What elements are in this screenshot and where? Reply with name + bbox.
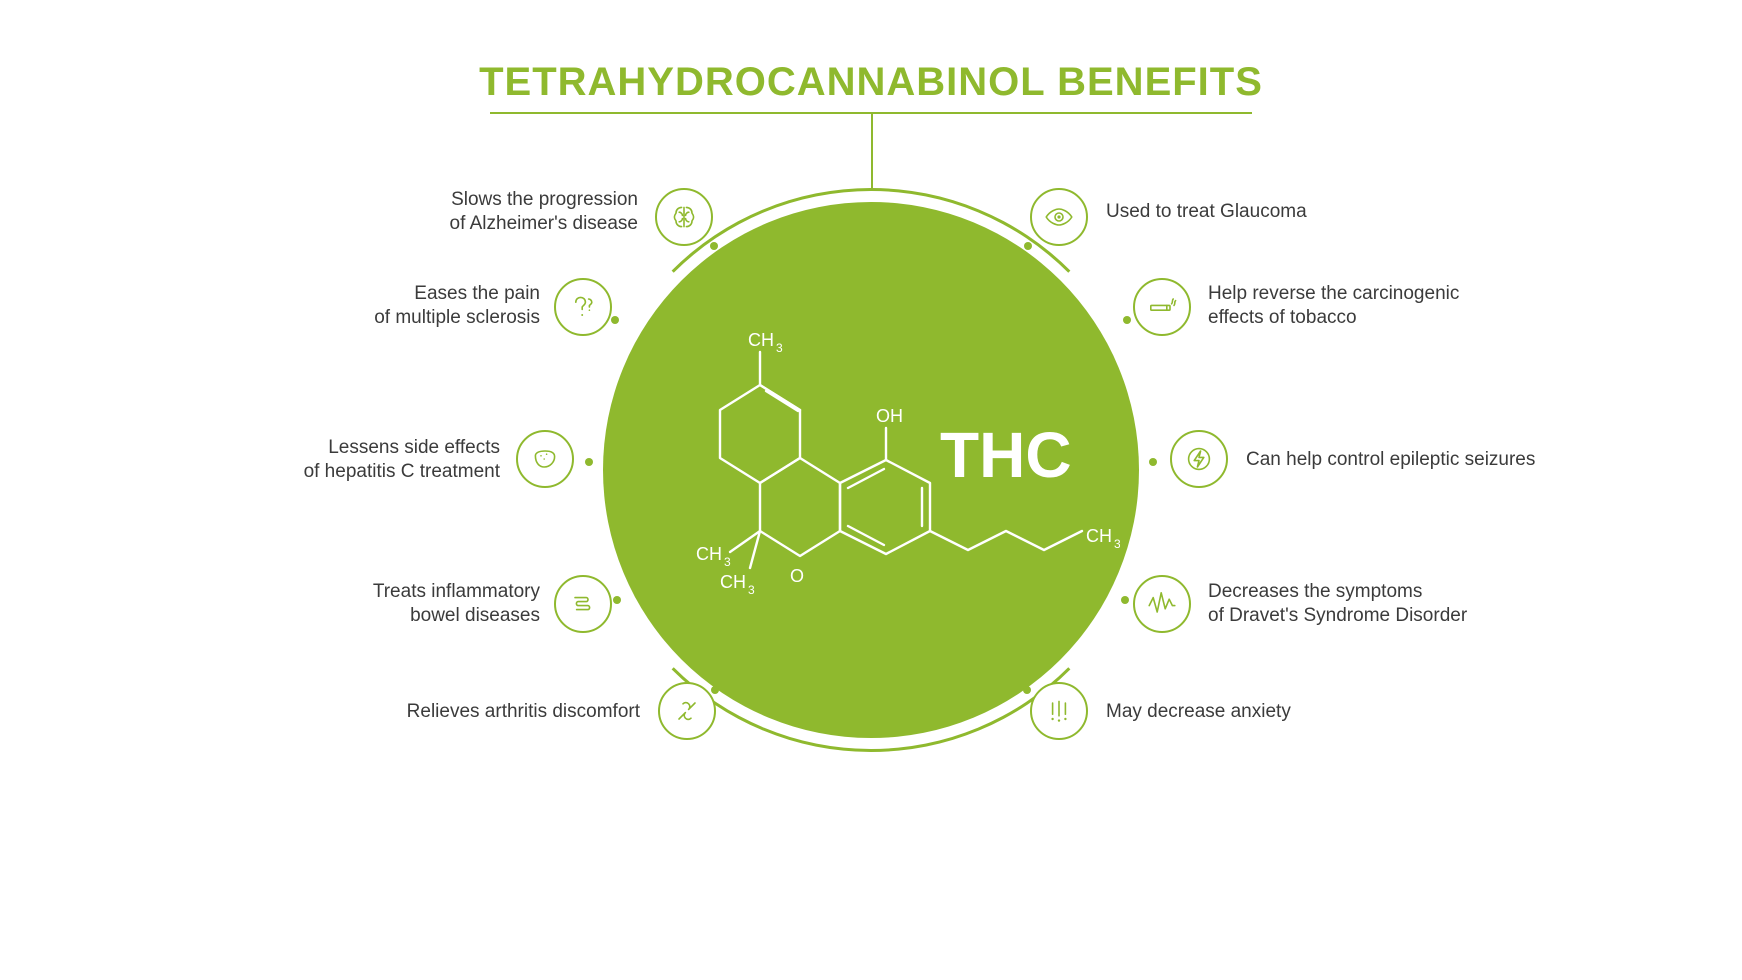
benefit-label: Help reverse the carcinogenic effects of… bbox=[1208, 282, 1508, 330]
svg-text:OH: OH bbox=[876, 406, 903, 426]
joint-icon bbox=[658, 682, 716, 740]
benefit-label: Slows the progression of Alzheimer's dis… bbox=[378, 188, 638, 236]
cigarette-icon bbox=[1133, 278, 1191, 336]
benefit-label: May decrease anxiety bbox=[1106, 700, 1406, 724]
svg-text:3: 3 bbox=[724, 555, 731, 569]
connector-dot bbox=[611, 316, 619, 324]
pulse-icon bbox=[1133, 575, 1191, 633]
intestine-icon bbox=[554, 575, 612, 633]
question-icon bbox=[554, 278, 612, 336]
connector-dot bbox=[1121, 596, 1129, 604]
svg-text:O: O bbox=[790, 566, 804, 586]
title-stem-line bbox=[871, 112, 873, 190]
bolt-icon bbox=[1170, 430, 1228, 488]
brain-icon bbox=[655, 188, 713, 246]
benefit-label: Relieves arthritis discomfort bbox=[340, 700, 640, 724]
infographic-canvas: TETRAHYDROCANNABINOL BENEFITS THC bbox=[0, 0, 1742, 980]
page-title: TETRAHYDROCANNABINOL BENEFITS bbox=[0, 60, 1742, 105]
svg-text:CH: CH bbox=[1086, 526, 1112, 546]
liver-icon bbox=[516, 430, 574, 488]
benefit-label: Eases the pain of multiple sclerosis bbox=[300, 282, 540, 330]
connector-dot bbox=[710, 242, 718, 250]
benefit-label: Treats inflammatory bowel diseases bbox=[300, 580, 540, 628]
benefit-label: Can help control epileptic seizures bbox=[1246, 448, 1566, 472]
molecule-structure: CH3 OH CH3 CH3 O CH3 bbox=[600, 290, 1120, 650]
connector-dot bbox=[1023, 686, 1031, 694]
connector-dot bbox=[1123, 316, 1131, 324]
svg-text:CH: CH bbox=[696, 544, 722, 564]
connector-dot bbox=[613, 596, 621, 604]
benefit-label: Lessens side effects of hepatitis C trea… bbox=[236, 436, 500, 484]
connector-dot bbox=[1024, 242, 1032, 250]
svg-text:CH: CH bbox=[748, 330, 774, 350]
svg-text:3: 3 bbox=[776, 341, 783, 355]
eye-icon bbox=[1030, 188, 1088, 246]
benefit-label: Decreases the symptoms of Dravet's Syndr… bbox=[1208, 580, 1528, 628]
connector-dot bbox=[1149, 458, 1157, 466]
connector-dot bbox=[585, 458, 593, 466]
svg-text:CH: CH bbox=[720, 572, 746, 592]
connector-dot bbox=[711, 686, 719, 694]
benefit-label: Used to treat Glaucoma bbox=[1106, 200, 1406, 224]
alert-icon bbox=[1030, 682, 1088, 740]
svg-text:3: 3 bbox=[1114, 537, 1120, 551]
svg-text:3: 3 bbox=[748, 583, 755, 597]
